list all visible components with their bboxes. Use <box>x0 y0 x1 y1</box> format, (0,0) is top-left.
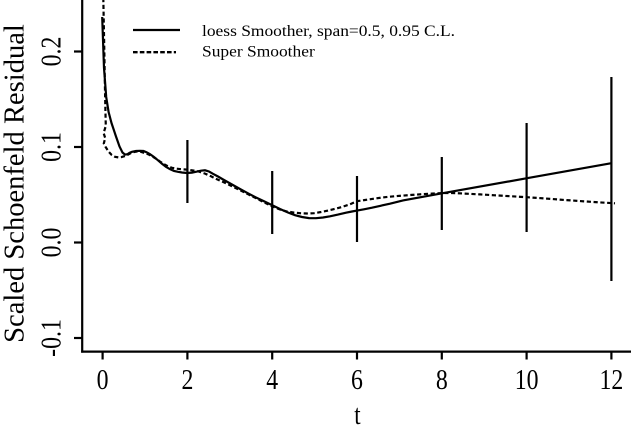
svg-text:0.1: 0.1 <box>36 132 67 162</box>
svg-text:Scaled Schoenfeld Residual: Scaled Schoenfeld Residual <box>0 24 30 343</box>
svg-text:10: 10 <box>515 364 539 395</box>
svg-text:4: 4 <box>266 364 278 395</box>
svg-text:8: 8 <box>436 364 448 395</box>
svg-text:2: 2 <box>181 364 193 395</box>
svg-text:12: 12 <box>600 364 624 395</box>
svg-text:Super Smoother: Super Smoother <box>202 42 315 60</box>
svg-text:t: t <box>354 399 360 429</box>
svg-text:-0.1: -0.1 <box>36 319 67 357</box>
svg-text:0: 0 <box>97 364 109 395</box>
svg-text:6: 6 <box>351 364 363 395</box>
svg-text:loess Smoother, span=0.5, 0.95: loess Smoother, span=0.5, 0.95 C.L. <box>202 22 455 40</box>
svg-text:0.0: 0.0 <box>36 228 67 258</box>
svg-text:0.2: 0.2 <box>36 37 67 67</box>
